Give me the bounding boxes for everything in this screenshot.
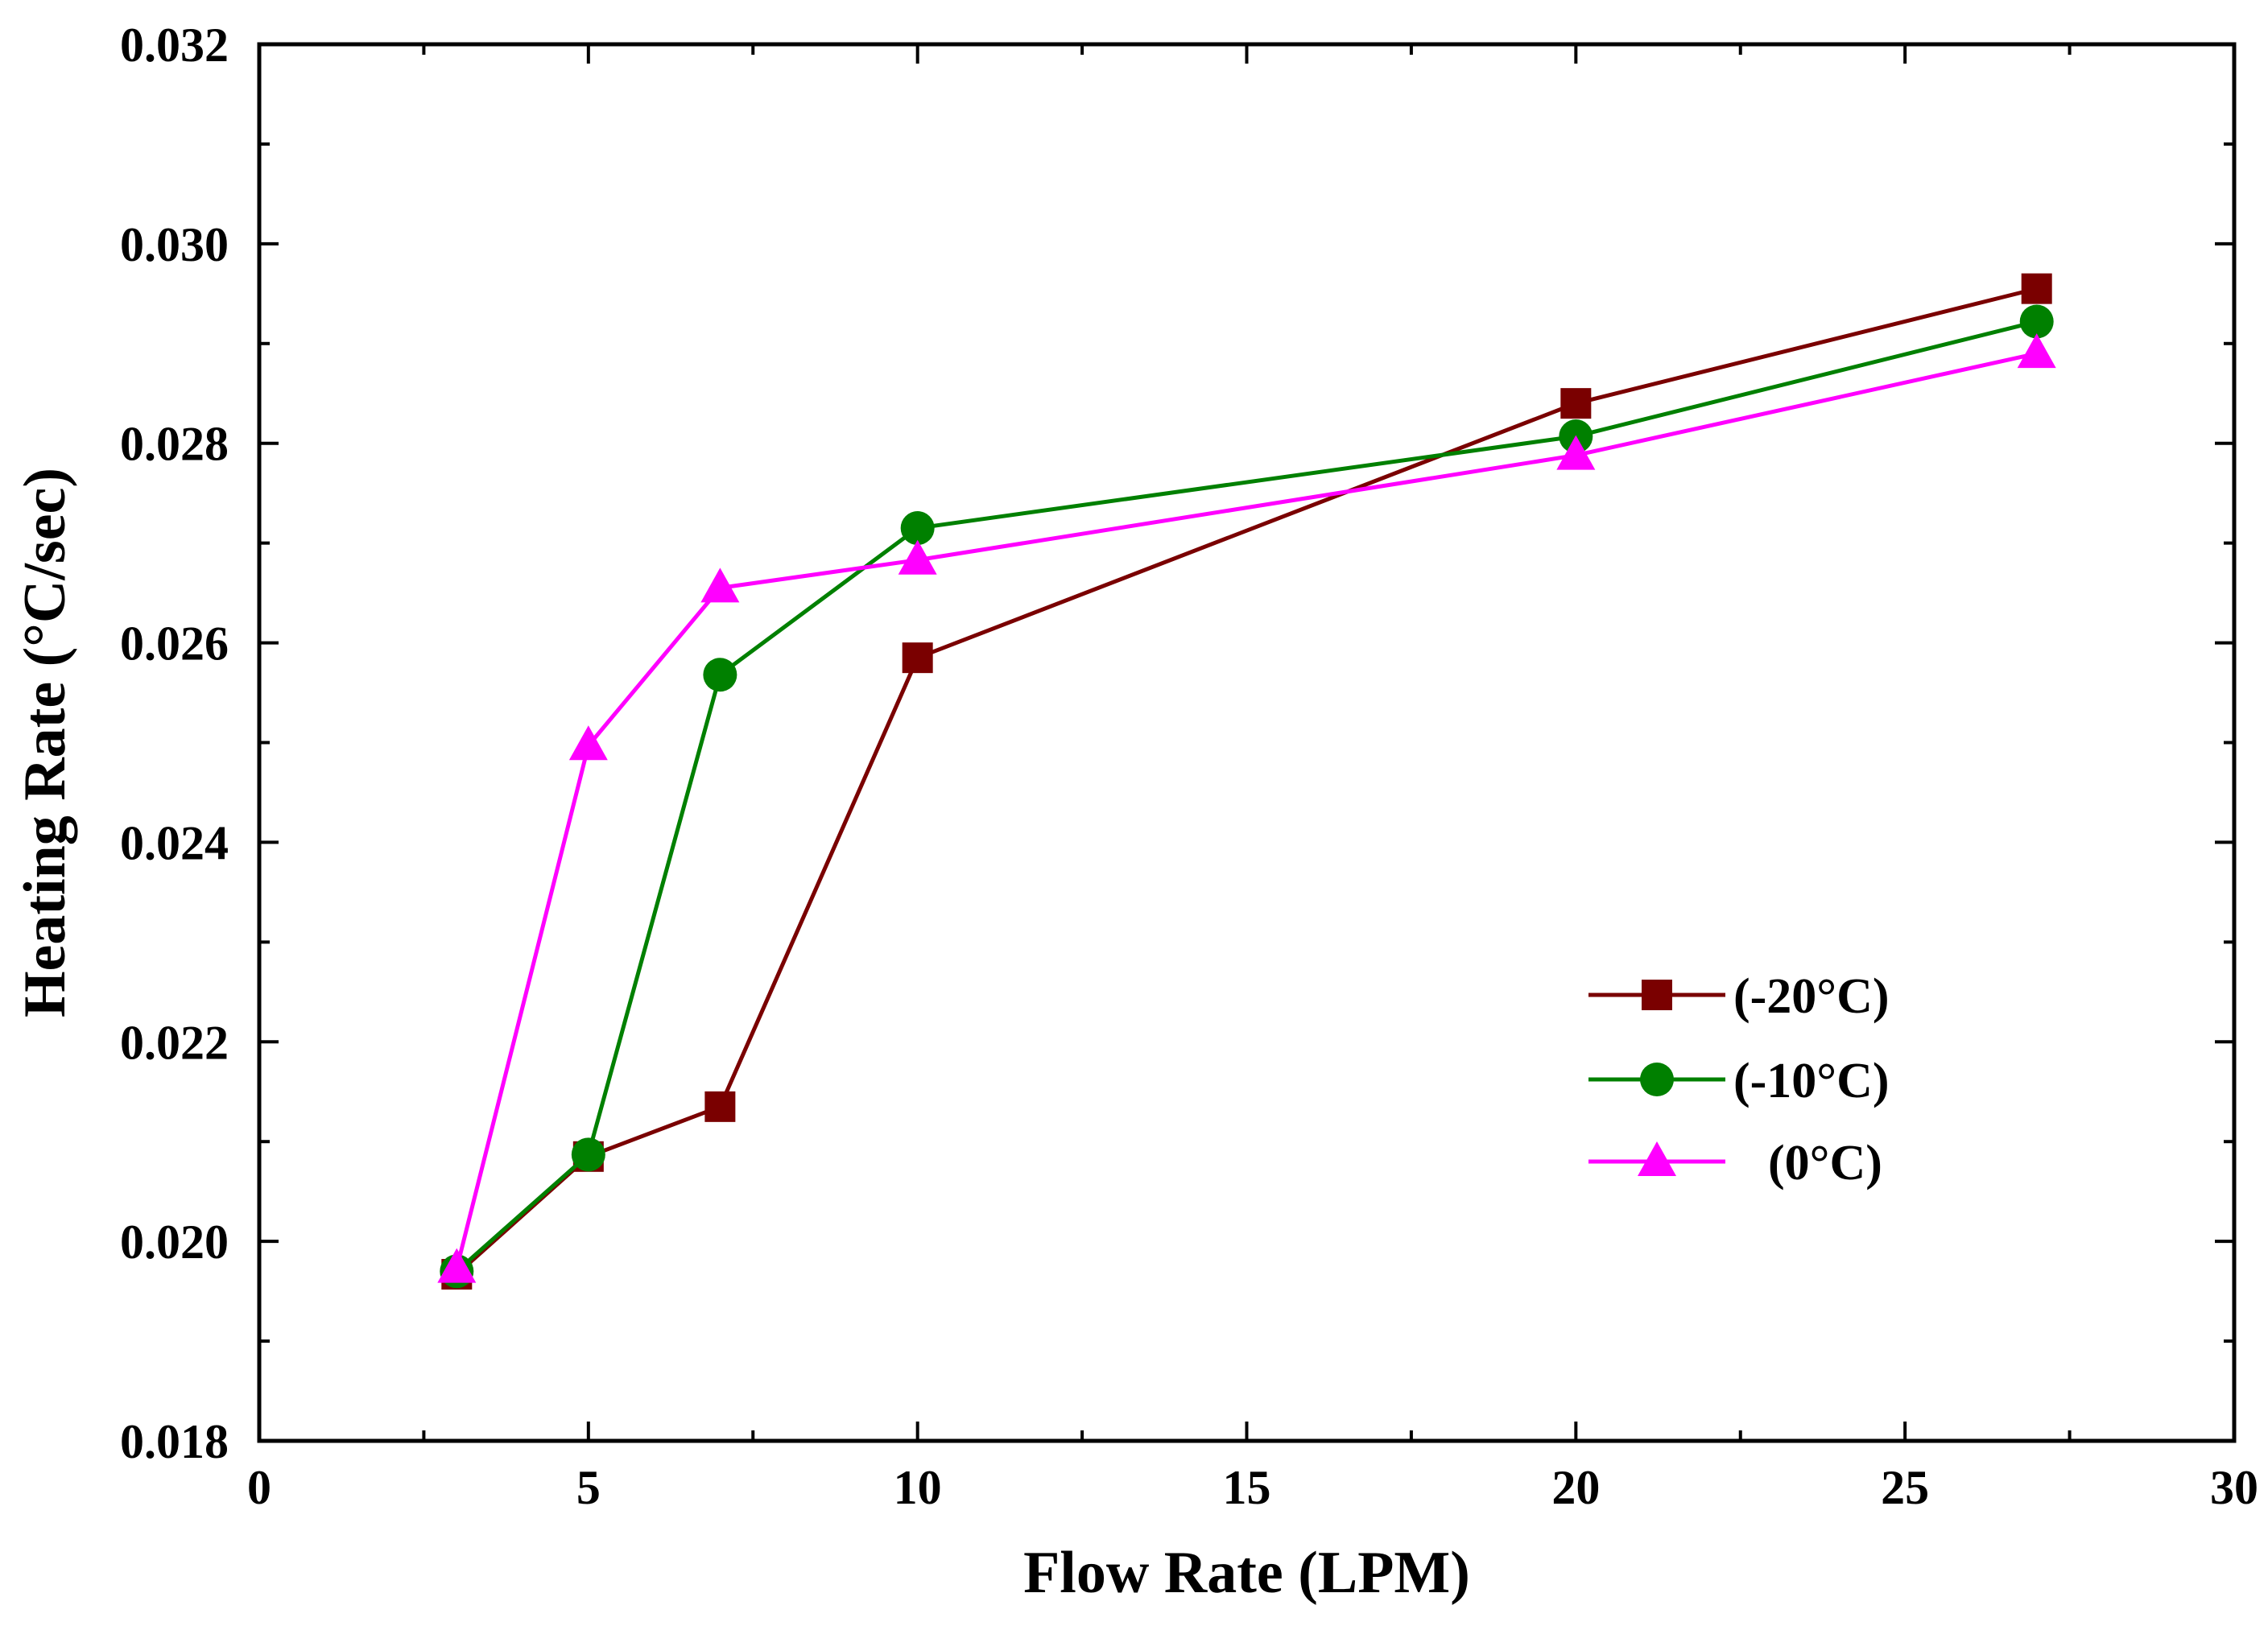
x-tick-label: 10 bbox=[894, 1461, 942, 1514]
legend: (-20°C) (-10°C) (0°C) bbox=[1588, 969, 1890, 1191]
y-tick-label: 0.020 bbox=[120, 1215, 229, 1269]
data-point bbox=[437, 1248, 477, 1283]
series-line bbox=[455, 320, 2038, 1273]
data-point bbox=[1556, 435, 1596, 470]
data-point bbox=[2019, 304, 2054, 339]
data-point bbox=[898, 539, 937, 575]
y-tick-label: 0.032 bbox=[120, 19, 229, 72]
x-tick-label: 30 bbox=[2210, 1461, 2258, 1514]
y-tick-label: 0.026 bbox=[120, 617, 229, 671]
data-point bbox=[700, 567, 740, 603]
data-point bbox=[703, 658, 737, 692]
legend-item: (0°C) bbox=[1588, 1136, 1882, 1191]
legend-marker bbox=[1640, 1063, 1674, 1096]
x-tick-label: 15 bbox=[1223, 1461, 1271, 1514]
legend-marker bbox=[1638, 1141, 1676, 1176]
data-point bbox=[1560, 388, 1592, 419]
y-tick-label: 0.030 bbox=[120, 218, 229, 271]
y-tick-label: 0.022 bbox=[120, 1016, 229, 1069]
y-axis-title: Heating Rate (°C/sec) bbox=[12, 468, 78, 1017]
plot-frame bbox=[257, 42, 2237, 1443]
data-point bbox=[2021, 273, 2052, 304]
y-tick-label: 0.024 bbox=[120, 816, 229, 869]
series-2 bbox=[437, 333, 2056, 1283]
legend-item: (-20°C) bbox=[1588, 969, 1890, 1024]
x-tick-label: 25 bbox=[1881, 1461, 1929, 1514]
data-point bbox=[571, 1137, 605, 1172]
y-tick-label: 0.028 bbox=[120, 418, 229, 471]
legend-marker bbox=[1642, 980, 1672, 1010]
legend-item: (-10°C) bbox=[1588, 1054, 1890, 1108]
series-line bbox=[455, 287, 2038, 1276]
data-point bbox=[900, 511, 935, 546]
data-point bbox=[2017, 333, 2056, 369]
data-point bbox=[568, 725, 608, 761]
axes: 0 5 10 15 20 25 30 0.018 0.020 0.022 0.024 0.026 0.0… bbox=[120, 19, 2258, 1514]
series-line bbox=[454, 351, 2038, 1269]
y-tick-label: 0.018 bbox=[120, 1415, 229, 1468]
x-tick-label: 5 bbox=[576, 1461, 601, 1514]
data-point bbox=[704, 1091, 736, 1122]
plot-marks bbox=[437, 273, 2056, 1290]
x-tick-label: 0 bbox=[247, 1461, 271, 1514]
legend-label: (-10°C) bbox=[1733, 1054, 1890, 1108]
legend-label: (-20°C) bbox=[1733, 969, 1890, 1024]
x-tick-label: 20 bbox=[1551, 1461, 1600, 1514]
data-point bbox=[902, 642, 933, 674]
legend-label: (0°C) bbox=[1768, 1136, 1882, 1191]
x-axis-title: Flow Rate (LPM) bbox=[1023, 1540, 1470, 1606]
